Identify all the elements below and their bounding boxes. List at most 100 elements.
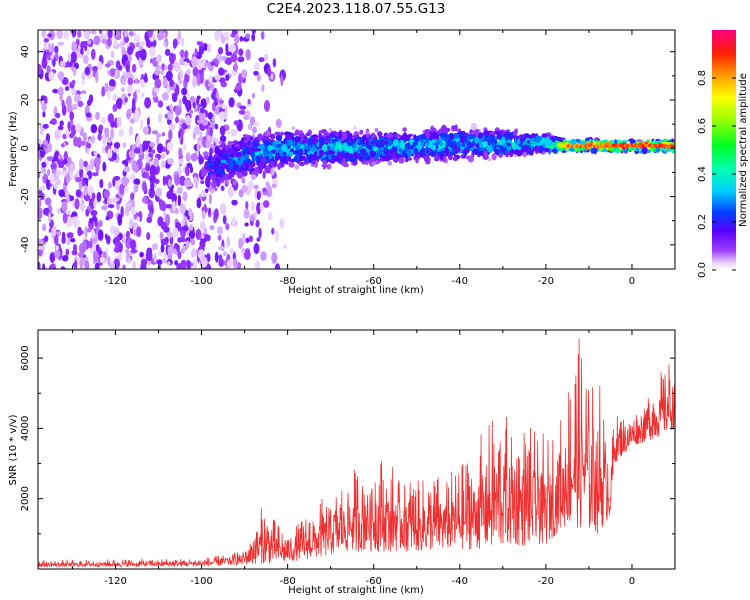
heatmap-cell — [191, 56, 198, 68]
heatmap-cell — [159, 231, 164, 242]
heatmap-cell — [83, 256, 89, 261]
heatmap-cell — [149, 46, 156, 58]
heatmap-cell — [38, 261, 41, 269]
heatmap-cell — [541, 133, 548, 138]
heatmap-cell — [220, 185, 225, 192]
heatmap-cell — [487, 135, 491, 141]
heatmap-cell — [83, 30, 90, 40]
heatmap-cell — [229, 44, 236, 53]
heatmap-cell — [225, 223, 230, 231]
heatmap-cell — [253, 70, 259, 76]
heatmap-cell — [112, 196, 118, 204]
heatmap-cell — [407, 149, 412, 158]
heatmap-cell — [205, 96, 210, 104]
heatmap-cell — [122, 142, 127, 149]
heatmap-cell — [146, 216, 153, 224]
heatmap-cell — [113, 142, 121, 149]
heatmap-cell — [217, 30, 222, 37]
heatmap-cell — [388, 132, 394, 139]
spectrogram-x-axis: -120 -100 -80 -60 -40 -20 0 — [71, 30, 676, 287]
heatmap-cell — [142, 196, 148, 204]
snr-y-label: SNR (10 * v/v) — [8, 414, 19, 485]
heatmap-cell — [162, 175, 167, 186]
heatmap-cell — [402, 150, 407, 158]
heatmap-cell — [127, 77, 134, 86]
heatmap-cell — [78, 180, 83, 191]
spectrogram-y-label: Frequency (Hz) — [8, 111, 19, 187]
heatmap-cell — [40, 127, 44, 136]
heatmap-cell — [228, 165, 234, 170]
heatmap-cell — [209, 127, 213, 137]
heatmap-cell — [496, 131, 501, 140]
heatmap-cell — [95, 163, 100, 171]
heatmap-cell — [204, 188, 209, 194]
heatmap-cell — [263, 100, 271, 112]
heatmap-cell — [148, 187, 155, 199]
heatmap-cell — [133, 34, 141, 43]
heatmap-cell — [277, 163, 281, 170]
heatmap-cell — [440, 125, 447, 133]
heatmap-cell — [106, 38, 112, 47]
heatmap-cell — [71, 41, 77, 53]
heatmap-cell — [205, 139, 211, 149]
heatmap-cell — [165, 163, 171, 169]
heatmap-cell — [86, 99, 92, 107]
heatmap-cell — [69, 132, 75, 139]
heatmap-cell — [374, 127, 379, 133]
heatmap-cell — [219, 135, 227, 143]
heatmap-cell — [234, 62, 238, 72]
heatmap-cell — [140, 48, 147, 61]
heatmap-cell — [239, 36, 244, 42]
heatmap-cell — [311, 138, 317, 143]
heatmap-cell — [98, 220, 103, 227]
heatmap-cell — [92, 65, 98, 72]
heatmap-cell — [197, 249, 205, 260]
heatmap-cell — [155, 54, 162, 63]
heatmap-cell — [413, 148, 419, 154]
heatmap-cell — [89, 237, 95, 242]
heatmap-cell — [188, 207, 193, 217]
heatmap-cell — [454, 124, 458, 132]
heatmap-cell — [78, 158, 84, 170]
heatmap-cell — [349, 138, 356, 143]
heatmap-cell — [133, 91, 137, 100]
heatmap-cell — [207, 112, 213, 120]
heatmap-cell — [384, 154, 389, 158]
heatmap-cell — [182, 191, 188, 202]
heatmap-cell — [174, 260, 179, 266]
heatmap-cell — [54, 249, 61, 259]
heatmap-cell — [209, 165, 213, 170]
heatmap-cell — [62, 133, 68, 140]
heatmap-cell — [126, 85, 133, 94]
colorbar-tick-label: 0.2 — [697, 214, 708, 230]
heatmap-cell — [134, 108, 140, 121]
heatmap-cell — [39, 185, 46, 191]
heatmap-cell — [54, 45, 59, 54]
heatmap-cell — [238, 48, 244, 56]
heatmap-cell — [118, 242, 123, 253]
heatmap-cell — [247, 98, 251, 105]
heatmap-cell — [417, 140, 421, 147]
heatmap-cell — [268, 152, 272, 160]
heatmap-cell — [425, 131, 431, 139]
heatmap-cell — [117, 64, 123, 71]
heatmap-cell — [161, 160, 166, 169]
heatmap-cell — [131, 222, 139, 227]
heatmap-cell — [275, 152, 280, 161]
heatmap-cell — [369, 150, 377, 157]
heatmap-cell — [78, 53, 83, 59]
heatmap-cell — [196, 41, 201, 46]
heatmap-cell — [263, 139, 270, 147]
heatmap-cell — [475, 148, 480, 154]
heatmap-cell — [162, 92, 169, 101]
heatmap-cell — [402, 132, 408, 141]
colorbar-tick-label: 0.8 — [697, 70, 708, 86]
heatmap-cell — [86, 143, 92, 149]
heatmap-cell — [388, 148, 393, 155]
heatmap-cell — [169, 79, 175, 87]
heatmap-cell — [247, 140, 251, 146]
heatmap-cell — [139, 251, 144, 258]
heatmap-cell — [81, 71, 86, 81]
heatmap-cell — [279, 218, 285, 230]
heatmap-cell — [164, 65, 168, 71]
